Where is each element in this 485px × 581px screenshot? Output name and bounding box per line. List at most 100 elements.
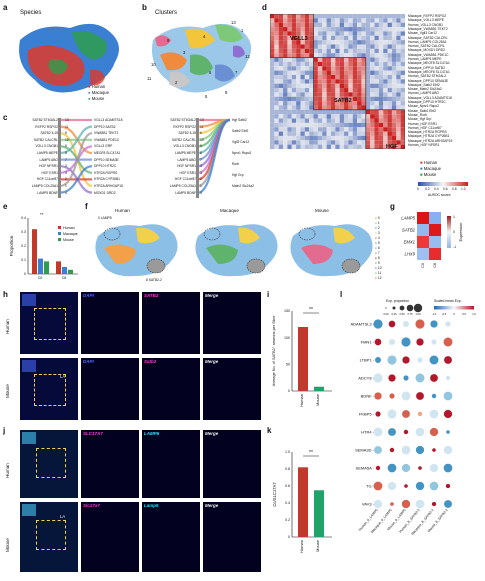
k-ytick: 0.2 xyxy=(285,518,290,522)
heatmap-cell xyxy=(335,27,340,32)
l-dot xyxy=(429,427,439,437)
heatmap-cell xyxy=(378,105,384,110)
heatmap-cell xyxy=(365,114,371,119)
heatmap-row-label: Macaque_MEGF8 SLC47A1 xyxy=(408,61,450,66)
heatmap-cell xyxy=(357,22,362,28)
l-dot xyxy=(444,500,452,508)
sankey-left-label: SATB2 CALCRL xyxy=(33,137,58,142)
heatmap-cell xyxy=(296,144,301,149)
heatmap-cell xyxy=(322,118,327,123)
heatmap-cell xyxy=(396,66,401,71)
heatmap-cell xyxy=(357,101,362,106)
heatmap-cell xyxy=(291,61,297,67)
cluster-label-4: 4 xyxy=(203,34,206,39)
g-cell xyxy=(417,236,429,248)
g-gene-label: LAMP5 xyxy=(401,216,415,221)
heatmap-cell xyxy=(322,135,327,141)
heatmap-cell xyxy=(335,101,340,106)
sankey-number: 9 xyxy=(200,144,202,149)
heatmap-cell xyxy=(352,109,358,115)
heatmap-cell xyxy=(309,18,314,23)
heatmap-cell xyxy=(387,31,392,36)
heatmap-row-label: Macaque_VGLL3 MEPE xyxy=(408,18,444,23)
sankey-left-label: SATB2 IL15 xyxy=(40,131,58,136)
heatmap-cell xyxy=(344,53,349,58)
heatmap-cell xyxy=(357,53,362,58)
heatmap-cell xyxy=(322,40,327,45)
heatmap-cell xyxy=(283,122,288,128)
heatmap-cell xyxy=(287,79,292,84)
heatmap-cell xyxy=(374,44,379,49)
heatmap-cell xyxy=(344,44,349,49)
heatmap-cell xyxy=(352,48,358,54)
heatmap-cell xyxy=(374,57,379,62)
heatmap-row-label: Human_VGLL3 CNGB1 xyxy=(408,22,444,27)
heatmap-cell xyxy=(400,122,405,128)
heatmap-cell xyxy=(400,144,405,149)
heatmap-cell xyxy=(383,44,388,49)
heatmap-cell xyxy=(278,109,284,115)
heatmap-cell xyxy=(365,70,371,75)
l-dot xyxy=(374,392,382,400)
heatmap-cell xyxy=(365,88,371,93)
heatmap-cell xyxy=(365,131,371,136)
heatmap-cell xyxy=(313,131,318,136)
heatmap-cell xyxy=(387,144,392,149)
j-mouse-merge: Merge xyxy=(203,502,261,572)
heatmap-cell xyxy=(283,135,288,141)
heatmap-cell xyxy=(278,131,284,136)
heatmap-cell xyxy=(270,70,275,75)
heatmap-cell xyxy=(361,74,366,80)
heatmap-cell xyxy=(304,96,310,102)
heatmap-cell xyxy=(357,118,362,123)
heatmap-cell xyxy=(396,127,401,132)
heatmap-cell xyxy=(365,40,371,45)
f-legend-item: ● 2 xyxy=(375,226,380,230)
heatmap-cell xyxy=(365,53,371,58)
l-dot xyxy=(401,445,411,455)
heatmap-cell xyxy=(283,144,288,149)
heatmap-cell xyxy=(352,96,358,102)
heatmap-cell xyxy=(296,70,301,75)
j-mouse-slc17a7-caption: Slc17a7 xyxy=(83,503,100,508)
heatmap-cell xyxy=(330,79,336,84)
heatmap-cell xyxy=(400,127,405,132)
heatmap-cell xyxy=(370,70,375,75)
heatmap-cell xyxy=(270,53,275,58)
heatmap-cell xyxy=(344,140,349,145)
heatmap-cell xyxy=(309,74,314,80)
heatmap-cell xyxy=(326,105,331,110)
heatmap-cell xyxy=(400,114,405,119)
k-xtick: Mouse xyxy=(315,539,320,552)
heatmap-cell xyxy=(296,96,301,102)
heatmap-cell xyxy=(378,122,384,128)
g-cell xyxy=(429,248,441,260)
heatmap-cell xyxy=(300,114,305,119)
heatmap-cell xyxy=(357,27,362,32)
heatmap-cell xyxy=(396,140,401,145)
heatmap-cell xyxy=(383,14,388,19)
heatmap-cell xyxy=(313,48,318,54)
sankey-left-label: HGF ESR1 xyxy=(41,170,59,175)
heatmap-cell xyxy=(313,44,318,49)
heatmap-cell xyxy=(344,48,349,54)
heatmap-cell xyxy=(304,70,310,75)
heatmap-cell xyxy=(313,66,318,71)
panel-f-letter: f xyxy=(85,202,88,211)
heatmap-cell xyxy=(383,22,388,28)
l-dot xyxy=(387,481,397,491)
heatmap-cell xyxy=(300,101,305,106)
heatmap-cell xyxy=(270,101,275,106)
sankey-flow xyxy=(59,132,93,188)
sankey-mid2-label: HGF NPSR1 xyxy=(177,164,196,169)
heatmap-cell xyxy=(326,53,331,58)
heatmap-cell xyxy=(283,61,288,67)
sankey-left-label: LAMP5 COL25A1 xyxy=(31,184,58,188)
i-ytick: 0 xyxy=(288,389,290,393)
heatmap-cell xyxy=(348,14,353,19)
heatmap-cell xyxy=(291,96,297,102)
heatmap-cell xyxy=(330,22,336,28)
e-bar xyxy=(44,261,49,274)
sankey-number: 2 xyxy=(200,177,202,182)
heatmap-cell xyxy=(365,48,371,54)
